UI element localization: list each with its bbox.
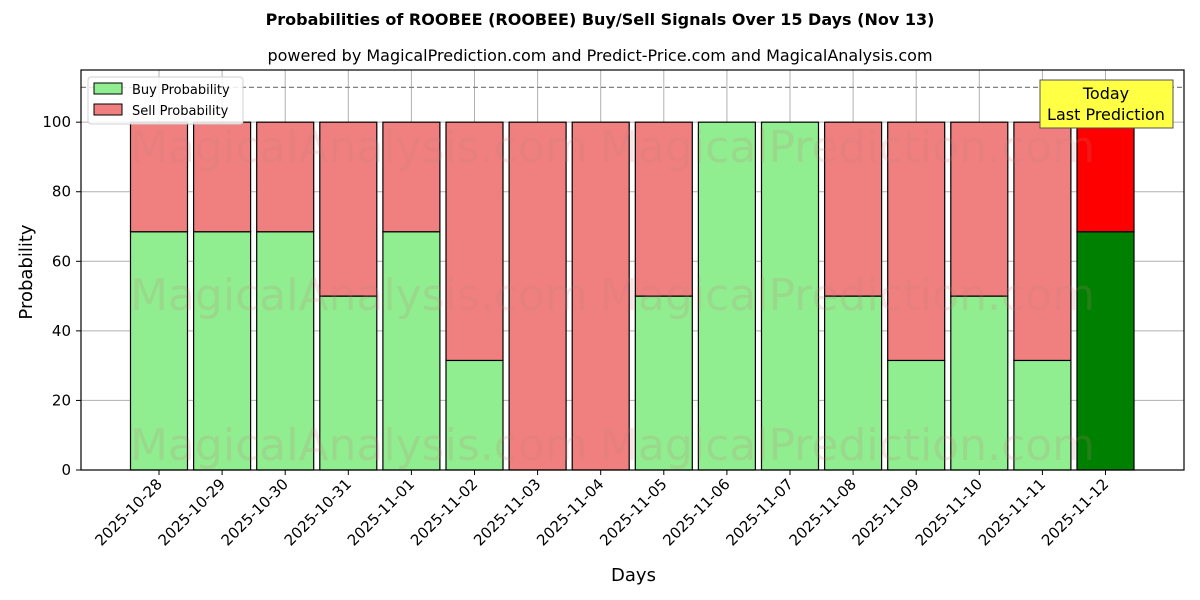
sell-bar [445, 121, 504, 362]
legend-box [87, 76, 244, 125]
sell-bar [887, 121, 946, 362]
watermark-text: MagicalAnalysis.com [130, 420, 588, 471]
y-tick-label: 20 [52, 391, 71, 409]
x-tick-label: 2025-11-11 [975, 475, 1049, 549]
x-tick-label: 2025-11-09 [849, 475, 923, 549]
legend-sell-swatch [93, 103, 123, 116]
watermark-text: MagicalAnalysis.com [130, 270, 588, 321]
y-tick-label: 0 [61, 461, 71, 479]
x-axis-label: Days [611, 565, 656, 586]
watermark-text: MagicalAnalysis.com [130, 122, 588, 173]
legend-buy-label: Buy Probability [132, 83, 230, 98]
sell-bar [571, 121, 630, 471]
sell-bar [508, 121, 567, 471]
x-tick-label: 2025-10-28 [91, 475, 165, 549]
buy-bar [634, 295, 693, 471]
x-tick-label: 2025-11-07 [722, 475, 796, 549]
x-tick-label: 2025-10-30 [218, 475, 292, 549]
today-annotation-box [1039, 79, 1174, 129]
watermark-text: MagicalPrediction.com [600, 270, 1095, 321]
x-tick-label: 2025-11-06 [659, 475, 733, 549]
sell-bar [256, 121, 315, 233]
buy-bar [823, 295, 883, 471]
x-tick-label: 2025-10-31 [281, 475, 355, 549]
buy-bar [950, 295, 1009, 471]
buy-bar [1013, 359, 1072, 471]
x-tick-label: 2025-11-12 [1038, 475, 1112, 549]
y-tick-label: 40 [52, 322, 71, 340]
sell-bar [1013, 121, 1072, 362]
sell-bar [319, 121, 378, 297]
chart-title: Probabilities of ROOBEE (ROOBEE) Buy/Sel… [265, 10, 935, 29]
today-annotation-line2: Last Prediction [1047, 105, 1165, 124]
legend-buy-swatch [93, 82, 123, 95]
x-tick-label: 2025-10-29 [155, 475, 229, 549]
watermark-text: MagicalPrediction.com [600, 420, 1095, 471]
chart-subtitle: powered by MagicalPrediction.com and Pre… [267, 46, 933, 65]
plot-frame [80, 69, 1185, 471]
today-annotation-line1: Today [1082, 84, 1129, 103]
legend-sell-label: Sell Probability [132, 104, 229, 119]
x-tick-label: 2025-11-10 [912, 475, 986, 549]
buy-bar [319, 295, 378, 471]
sell-bar [193, 121, 252, 233]
x-tick-label: 2025-11-08 [786, 475, 860, 549]
y-tick-label: 60 [52, 252, 71, 270]
sell-bar [382, 121, 441, 233]
buy-bar [887, 359, 946, 471]
x-tick-label: 2025-11-03 [470, 475, 544, 549]
buy-bar [697, 121, 757, 471]
y-axis-label: Probability [16, 224, 37, 319]
y-tick-label: 80 [52, 183, 71, 201]
watermark-text: MagicalPrediction.com [600, 122, 1095, 173]
x-tick-label: 2025-11-05 [596, 475, 670, 549]
sell-bar [950, 121, 1009, 297]
x-tick-label: 2025-11-01 [344, 475, 418, 549]
x-tick-label: 2025-11-04 [533, 475, 607, 549]
sell-bar [634, 121, 693, 297]
buy-bar [129, 231, 189, 471]
y-tick-label: 100 [42, 113, 71, 131]
sell-bar [823, 121, 883, 297]
x-tick-label: 2025-11-02 [407, 475, 481, 549]
